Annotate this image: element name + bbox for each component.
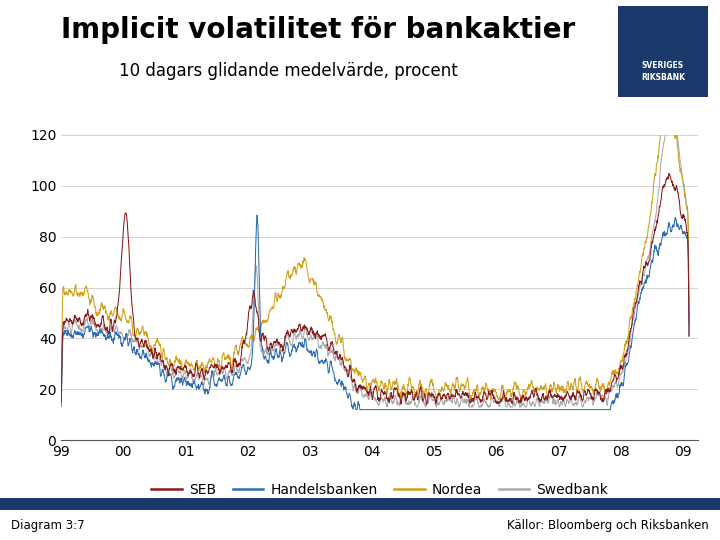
Swedbank [683,202,691,208]
Swedbank [384,397,392,404]
Line: SEB: SEB [61,173,689,404]
SEB [422,401,431,408]
SEB [358,384,366,391]
Handelsbanken [685,333,693,340]
Nordea [683,202,691,208]
Line: Swedbank: Swedbank [61,116,689,407]
Handelsbanken [223,376,232,382]
Nordea [383,386,392,392]
Nordea [57,385,66,392]
Swedbank [571,399,580,406]
SEB [683,227,691,233]
Text: Källor: Bloomberg och Riksbanken: Källor: Bloomberg och Riksbanken [508,519,709,532]
Nordea [433,398,441,404]
Swedbank [57,399,66,405]
Nordea [658,106,667,113]
Text: Implicit volatilitet för bankaktier: Implicit volatilitet för bankaktier [61,16,575,44]
Swedbank [665,113,673,119]
SEB [685,333,693,339]
Handelsbanken [57,403,66,410]
Swedbank [320,341,328,348]
Nordea [358,376,366,383]
Swedbank [382,404,391,410]
SEB [320,332,328,339]
Nordea [223,352,232,359]
Nordea [685,312,693,319]
Text: Diagram 3:7: Diagram 3:7 [11,519,84,532]
Text: SVERIGES
RIKSBANK: SVERIGES RIKSBANK [641,62,685,82]
Handelsbanken [253,212,261,218]
Legend: SEB, Handelsbanken, Nordea, Swedbank: SEB, Handelsbanken, Nordea, Swedbank [146,477,613,503]
SEB [665,170,673,177]
Handelsbanken [384,406,392,413]
Nordea [320,304,328,310]
Line: Nordea: Nordea [61,110,689,401]
SEB [571,395,580,401]
SEB [383,396,392,402]
Handelsbanken [320,360,329,366]
SEB [223,362,232,368]
SEB [57,398,66,404]
Handelsbanken [571,406,580,413]
Text: 10 dagars glidande medelvärde, procent: 10 dagars glidande medelvärde, procent [119,62,457,80]
Handelsbanken [358,406,366,413]
Swedbank [223,373,232,379]
Handelsbanken [683,232,691,239]
Nordea [571,380,580,386]
Line: Handelsbanken: Handelsbanken [61,215,689,409]
Swedbank [358,391,366,397]
Swedbank [685,321,693,327]
Handelsbanken [351,406,360,413]
